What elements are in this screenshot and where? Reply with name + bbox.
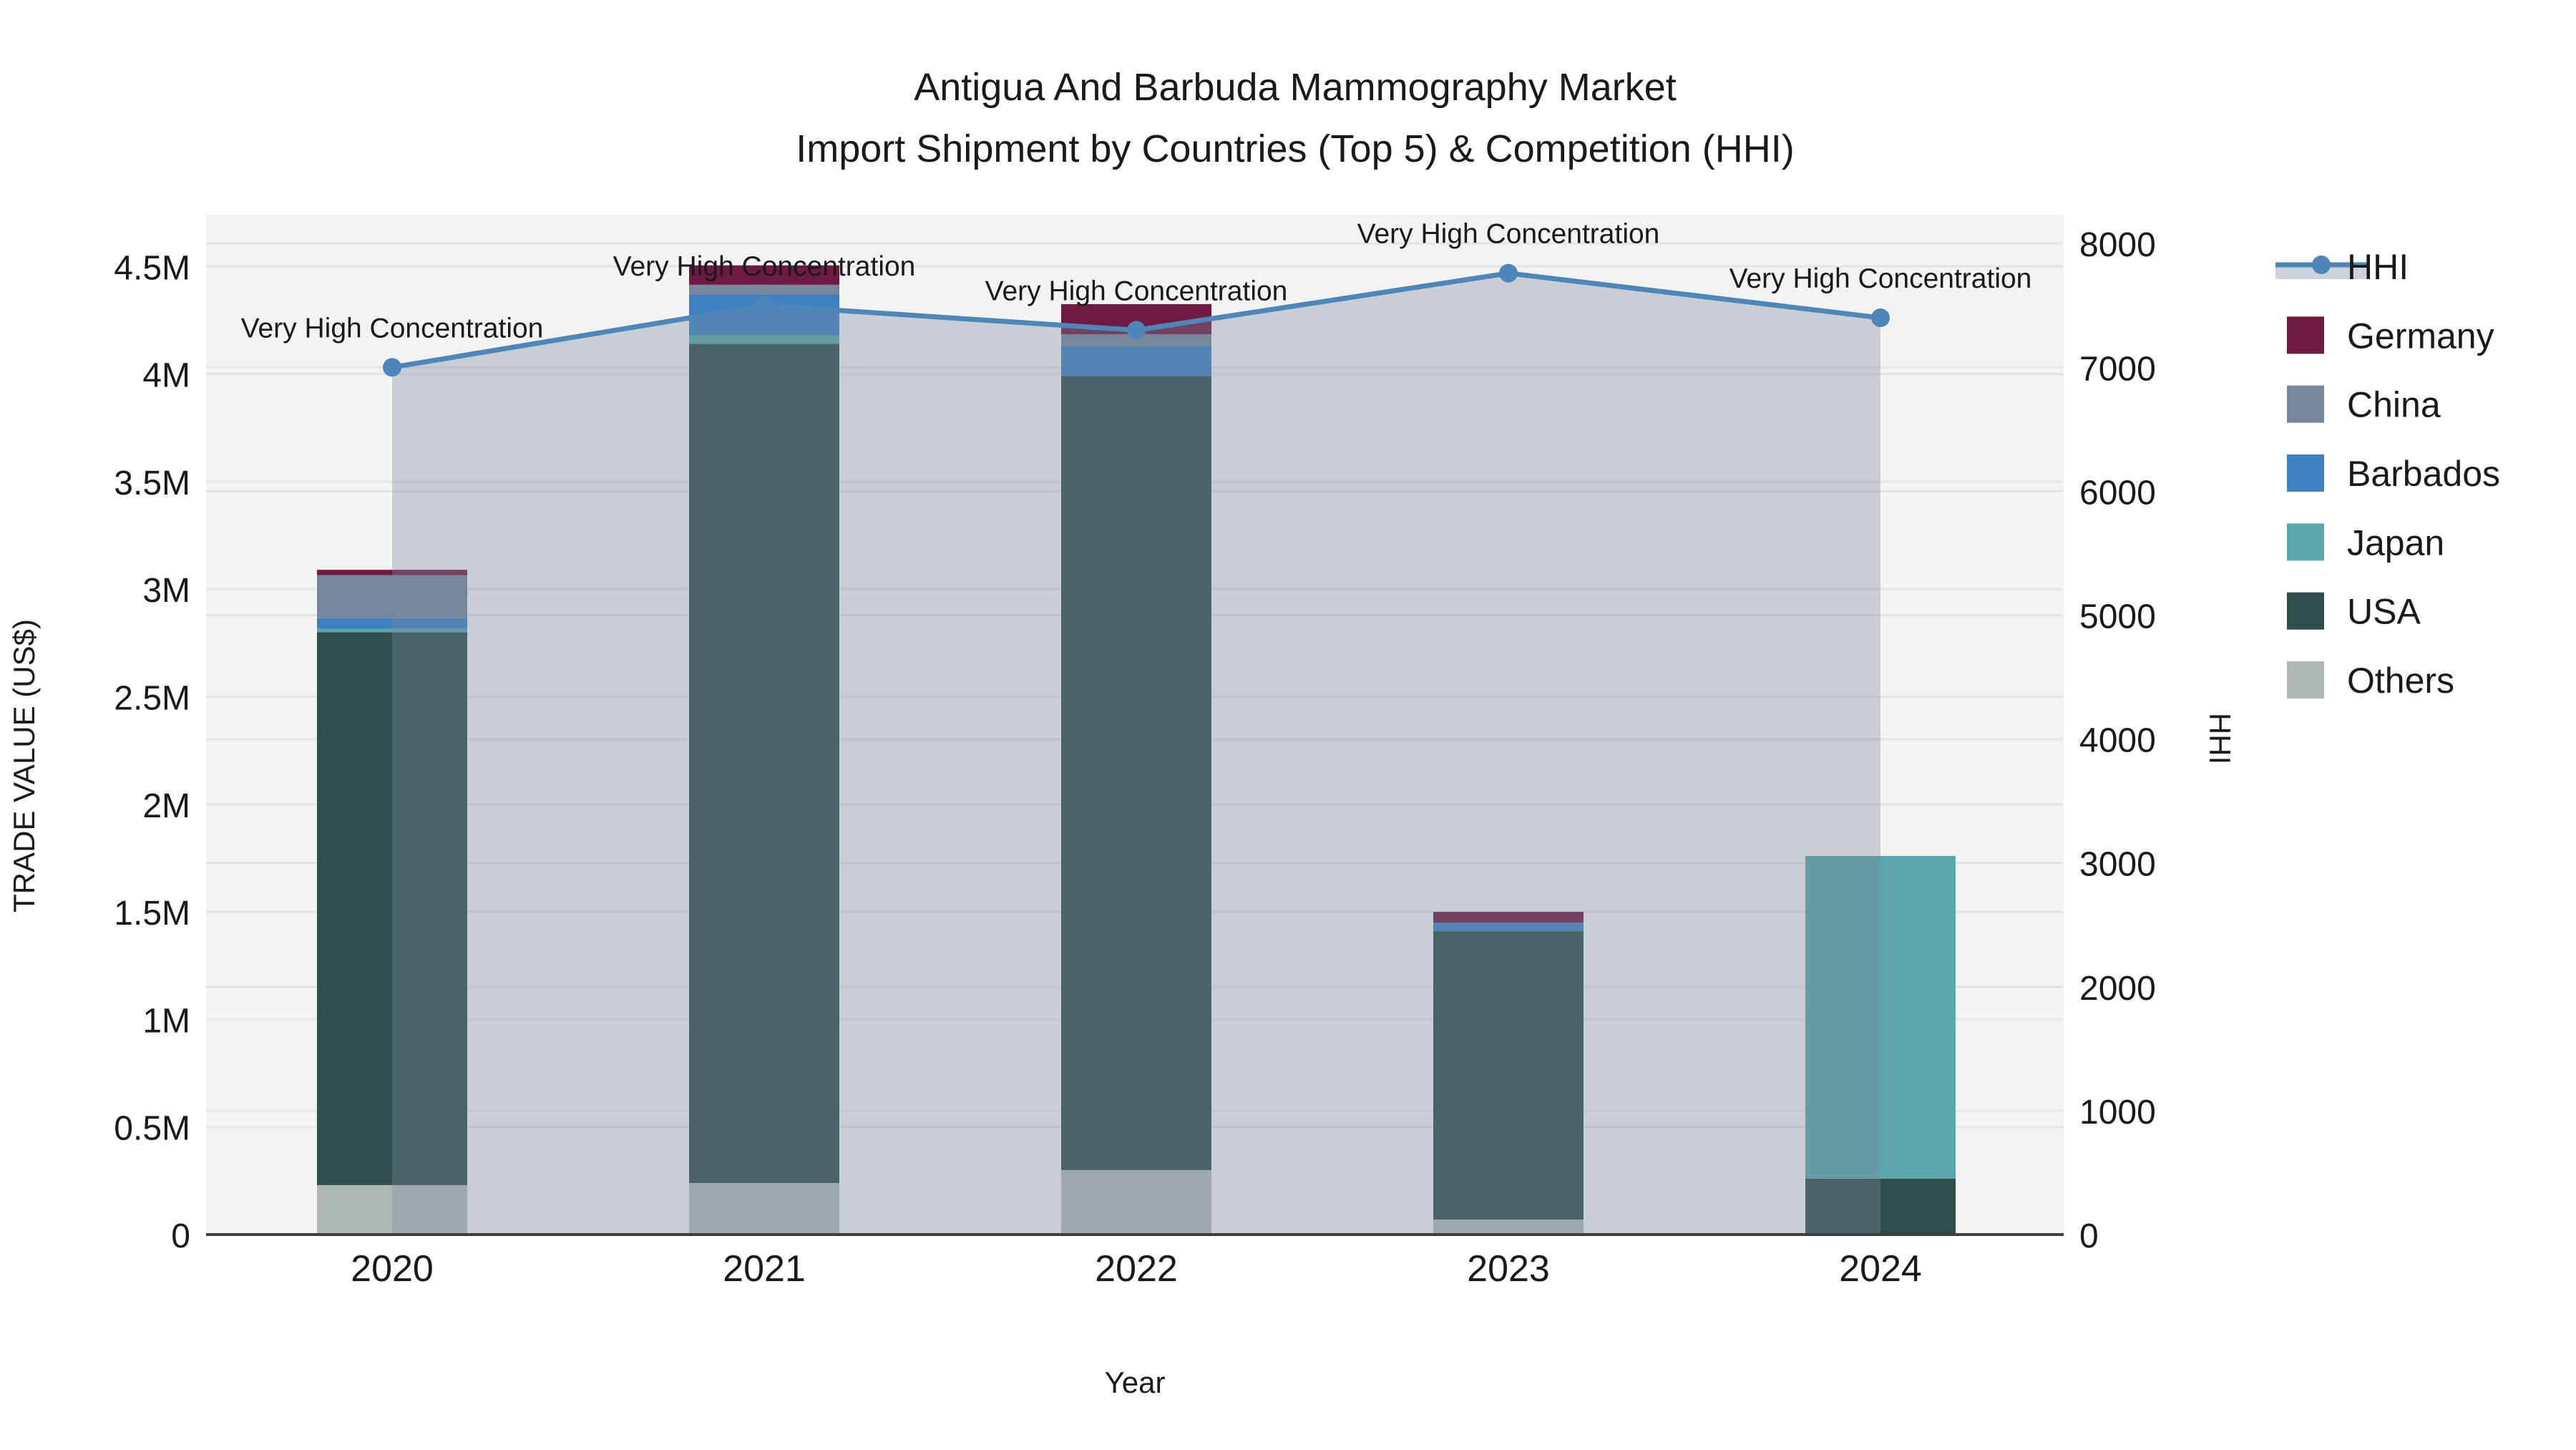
legend-swatch-china [2287, 385, 2324, 423]
bar-segment-others-2022[interactable] [1061, 1169, 1211, 1235]
bar-segment-usa-2024[interactable] [1805, 1178, 1956, 1235]
y-left-tick: 3M [142, 572, 190, 610]
legend-label-barbados: Barbados [2347, 454, 2500, 494]
legend-label-usa: USA [2347, 592, 2421, 632]
y-left-tick: 1.5M [114, 895, 190, 933]
legend: HHI Germany China Barbados Japan USA Others [2275, 247, 2500, 701]
legend-item-china[interactable]: China [2287, 385, 2441, 425]
legend-swatch-others [2287, 661, 2324, 699]
y-left-tick: 1M [142, 1002, 190, 1040]
x-tick-2024: 2024 [1839, 1248, 1922, 1290]
legend-label-hhi: HHI [2347, 247, 2409, 287]
bar-segment-japan-2020[interactable] [317, 628, 467, 633]
bar-segment-others-2021[interactable] [689, 1182, 839, 1235]
legend-item-hhi[interactable]: HHI [2275, 247, 2409, 287]
legend-item-usa[interactable]: USA [2287, 592, 2421, 632]
y-right-tick-labels: 0 1000 2000 3000 4000 5000 6000 7000 8000 [2079, 226, 2156, 1255]
hhi-area-polygon [392, 273, 1880, 1235]
bar-segment-china-2022[interactable] [1061, 334, 1211, 346]
annotation-2020: Very High Concentration [241, 313, 544, 344]
y-left-tick: 2.5M [114, 680, 190, 718]
y-right-tick: 6000 [2079, 474, 2156, 512]
bar-segment-barbados-2023[interactable] [1433, 923, 1584, 932]
legend-label-japan: Japan [2347, 522, 2444, 563]
hhi-marker-2023[interactable] [1499, 263, 1518, 283]
legend-label-others: Others [2347, 661, 2454, 701]
annotation-2022: Very High Concentration [985, 276, 1288, 306]
bar-segment-china-2020[interactable] [317, 575, 467, 618]
y-right-tick: 5000 [2079, 598, 2156, 636]
bar-segment-japan-2024[interactable] [1805, 855, 1956, 1179]
y-right-tick: 4000 [2079, 722, 2156, 760]
y-left-tick-labels: 0 0.5M 1M 1.5M 2M 2.5M 3M 3.5M 4M 4.5M [114, 249, 190, 1255]
bar-segment-others-2023[interactable] [1433, 1219, 1584, 1235]
y-right-tick: 7000 [2079, 350, 2156, 388]
legend-label-china: China [2347, 385, 2441, 425]
y-right-tick: 1000 [2079, 1094, 2156, 1132]
legend-swatch-japan [2287, 523, 2324, 561]
stacked-bars [317, 265, 1956, 1235]
hhi-marker-2021[interactable] [755, 296, 774, 315]
annotation-2023: Very High Concentration [1357, 219, 1660, 250]
x-tick-labels: 2020 2021 2022 2023 2024 [351, 1248, 1922, 1290]
legend-label-germany: Germany [2347, 316, 2494, 356]
hhi-marker-swatch [2312, 256, 2331, 274]
bar-segment-germany-2020[interactable] [317, 570, 467, 575]
bar-segment-barbados-2022[interactable] [1061, 346, 1211, 376]
x-tick-2023: 2023 [1467, 1248, 1550, 1290]
chart-title-line2: Import Shipment by Countries (Top 5) & C… [796, 127, 1795, 170]
x-tick-2022: 2022 [1095, 1248, 1178, 1290]
bar-segment-usa-2023[interactable] [1433, 931, 1584, 1220]
x-tick-2021: 2021 [723, 1248, 806, 1290]
y-left-tick: 0 [171, 1217, 190, 1255]
y-right-tick: 8000 [2079, 226, 2156, 264]
y-left-tick: 0.5M [114, 1110, 190, 1148]
annotation-2021: Very High Concentration [613, 251, 916, 282]
legend-item-others[interactable]: Others [2287, 661, 2454, 701]
bar-segment-usa-2022[interactable] [1061, 376, 1211, 1170]
x-tick-2020: 2020 [351, 1248, 434, 1290]
legend-swatch-usa [2287, 592, 2324, 630]
chart-title-line1: Antigua And Barbuda Mammography Market [914, 66, 1677, 109]
bar-segment-usa-2021[interactable] [689, 344, 839, 1183]
bar-segment-germany-2023[interactable] [1433, 912, 1584, 923]
y-left-axis-title: TRADE VALUE (US$) [7, 619, 41, 913]
y-left-tick: 4M [142, 357, 190, 395]
y-right-axis-title: HHI [2203, 713, 2237, 764]
annotation-2024: Very High Concentration [1729, 263, 2032, 294]
y-left-tick: 4.5M [114, 249, 190, 287]
y-right-tick: 0 [2079, 1217, 2099, 1255]
bar-segment-barbados-2020[interactable] [317, 618, 467, 629]
bar-segment-china-2021[interactable] [689, 284, 839, 295]
x-axis-title: Year [1105, 1366, 1166, 1399]
hhi-area-fill [392, 273, 1880, 1235]
y-right-tick: 3000 [2079, 846, 2156, 884]
bar-segment-usa-2020[interactable] [317, 632, 467, 1185]
hhi-marker-2020[interactable] [383, 358, 401, 377]
bar-segment-germany-2021[interactable] [689, 265, 839, 285]
bar-segment-japan-2021[interactable] [689, 335, 839, 344]
hhi-marker-2024[interactable] [1871, 308, 1890, 328]
hhi-marker-2022[interactable] [1127, 321, 1146, 340]
legend-swatch-germany [2287, 316, 2324, 354]
y-right-tick: 2000 [2079, 970, 2156, 1008]
y-left-tick: 3.5M [114, 464, 190, 502]
y-left-tick: 2M [142, 787, 190, 825]
annotations: Very High Concentration Very High Concent… [241, 219, 2032, 344]
bar-segment-others-2020[interactable] [317, 1184, 467, 1235]
legend-item-japan[interactable]: Japan [2287, 522, 2444, 563]
legend-item-germany[interactable]: Germany [2287, 316, 2494, 356]
legend-item-barbados[interactable]: Barbados [2287, 454, 2500, 494]
hhi-line [383, 263, 1890, 377]
legend-swatch-barbados [2287, 454, 2324, 492]
